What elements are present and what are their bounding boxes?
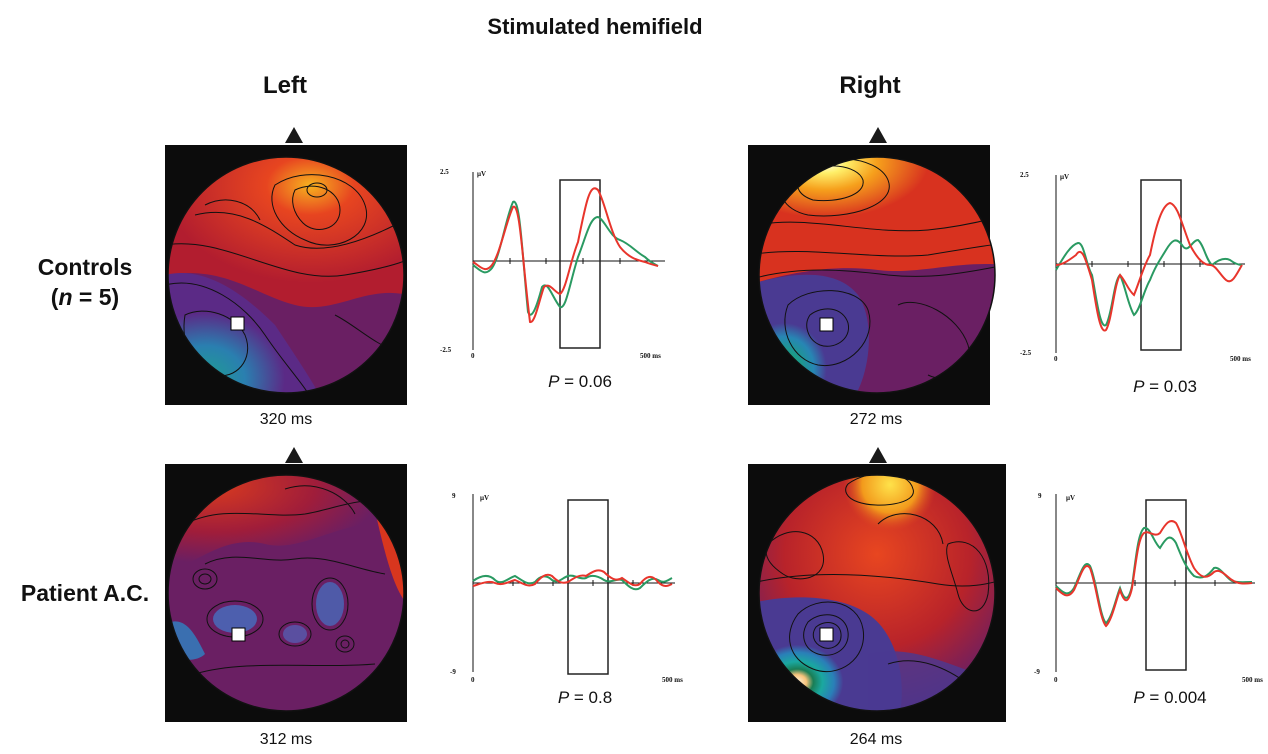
nose-marker-icon	[869, 127, 887, 143]
p-symbol: P	[557, 688, 570, 707]
p-value: = 0.8	[569, 688, 613, 707]
p-value-label: P = 0.004	[1070, 688, 1268, 708]
x-axis-end-label: 500 ms	[662, 676, 683, 684]
x-axis-end-label: 500 ms	[1230, 355, 1251, 363]
latency-label: 264 ms	[849, 731, 903, 748]
p-symbol: P	[548, 372, 560, 391]
figure-title: Stimulated hemifield	[487, 14, 703, 39]
p-value-label: P = 0.8	[485, 688, 685, 708]
y-axis-bottom-label: -2.5	[1020, 349, 1032, 357]
electrode-marker	[819, 317, 834, 332]
erp-trace-green	[472, 200, 659, 316]
y-axis-unit-label: µV	[1060, 173, 1069, 181]
y-axis-top-label: 2.5	[1020, 171, 1029, 179]
analysis-window-box	[559, 179, 601, 349]
erp-plot-patient-left: 9 -9 µV 0 500 ms	[450, 492, 683, 684]
y-axis-top-label: 9	[1038, 492, 1042, 500]
y-axis-bottom-label: -2.5	[440, 346, 452, 354]
y-axis-bottom-label: -9	[1034, 668, 1040, 676]
row-label-controls-count: = 5)	[72, 284, 120, 310]
erp-plot-patient-right: 9 -9 µV 0 500 ms	[1034, 492, 1263, 684]
y-axis-bottom-label: -9	[450, 668, 456, 676]
electrode-marker	[231, 627, 246, 642]
electrode-marker	[819, 627, 834, 642]
scalp-map-patient-left	[165, 464, 407, 722]
erp-trace-red	[1055, 520, 1253, 628]
row-label-patient: Patient A.C.	[20, 580, 150, 606]
nose-marker-icon	[285, 447, 303, 463]
y-axis-unit-label: µV	[477, 170, 486, 178]
scalp-map-controls-left	[165, 145, 407, 405]
column-header-right: Right	[839, 72, 901, 99]
erp-plot-controls-right: 2.5 -2.5 µV 0 500 ms	[1020, 171, 1251, 363]
scalp-map-patient-right	[748, 464, 1006, 722]
latency-label: 320 ms	[259, 411, 313, 428]
y-axis-unit-label: µV	[480, 494, 489, 502]
x-axis-start-label: 0	[471, 352, 475, 360]
erp-trace-green	[1055, 238, 1243, 327]
p-value: = 0.03	[1144, 377, 1197, 396]
latency-label: 312 ms	[259, 731, 313, 748]
y-axis-top-label: 2.5	[440, 168, 449, 176]
erp-trace-red	[472, 569, 673, 587]
x-axis-start-label: 0	[1054, 355, 1058, 363]
scalp-map-controls-right	[748, 145, 996, 405]
row-label-controls-line1: Controls	[37, 254, 133, 280]
erp-trace-green	[1055, 526, 1253, 625]
p-value: = 0.004	[1144, 688, 1207, 707]
erp-trace-red	[472, 187, 659, 324]
x-axis-end-label: 500 ms	[1242, 676, 1263, 684]
erp-trace-red	[1055, 201, 1243, 332]
column-header-left: Left	[263, 72, 307, 99]
row-label-controls: Controls (n = 5)	[10, 252, 160, 312]
erp-plot-controls-left: 2.5 -2.5 µV 0 500 ms	[440, 168, 665, 360]
p-value: = 0.06	[559, 372, 612, 391]
p-symbol: P	[1133, 377, 1145, 396]
row-label-controls-n: n	[58, 284, 73, 310]
p-value-label: P = 0.03	[1065, 377, 1265, 397]
electrode-marker	[230, 316, 245, 331]
y-axis-unit-label: µV	[1066, 494, 1075, 502]
p-symbol: P	[1133, 688, 1145, 707]
analysis-window-box	[567, 499, 609, 675]
x-axis-start-label: 0	[471, 676, 475, 684]
y-axis-top-label: 9	[452, 492, 456, 500]
x-axis-start-label: 0	[1054, 676, 1058, 684]
analysis-window-box	[1145, 499, 1187, 671]
nose-marker-icon	[869, 447, 887, 463]
analysis-window-box	[1140, 179, 1182, 351]
nose-marker-icon	[285, 127, 303, 143]
latency-label: 272 ms	[849, 411, 903, 428]
x-axis-end-label: 500 ms	[640, 352, 661, 360]
p-value-label: P = 0.06	[480, 372, 680, 392]
row-label-controls-line2: (n = 5)	[50, 284, 120, 310]
